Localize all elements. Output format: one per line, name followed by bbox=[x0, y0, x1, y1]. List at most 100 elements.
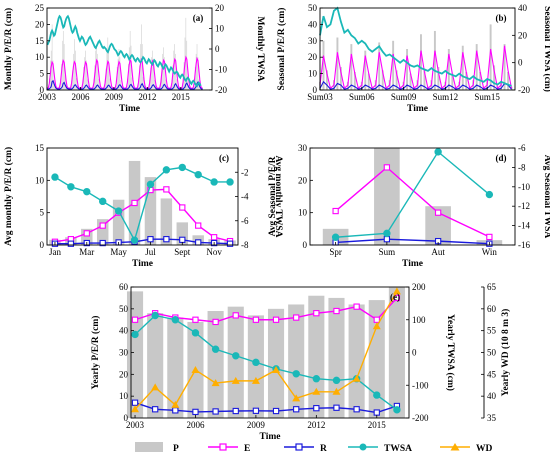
panel-b-bar bbox=[507, 71, 509, 90]
panel-e-x-tick-label: 2015 bbox=[368, 420, 387, 430]
panel-e-bar bbox=[348, 304, 365, 418]
panel-e-point bbox=[212, 318, 219, 326]
panel-e-point bbox=[131, 330, 139, 339]
panel-e-y-tick-label: 50 bbox=[119, 304, 129, 314]
panel-a-bar bbox=[51, 24, 53, 90]
panel-e-point bbox=[152, 406, 159, 413]
panel-a-series-r-line bbox=[47, 79, 203, 90]
panel-e-point bbox=[192, 408, 199, 416]
panel-c-point bbox=[114, 207, 123, 215]
panel-a-bar bbox=[52, 60, 54, 90]
panel-c-point bbox=[179, 204, 186, 211]
panel-c-point bbox=[99, 239, 106, 247]
panel-b-y-tick-label: 40 bbox=[308, 19, 318, 29]
panel-e-y-tick-label: 20 bbox=[119, 369, 129, 379]
panel-a-bar bbox=[187, 76, 188, 90]
panel-a-panel-letter: (a) bbox=[193, 13, 204, 23]
panel-a-y-label: Monthly P/E/R (cm) bbox=[3, 8, 14, 90]
panel-a-series-twsa-line bbox=[46, 14, 202, 88]
panel-d-point bbox=[383, 236, 391, 243]
panel-b-y2-tick-label: 20 bbox=[518, 30, 528, 40]
panel-b-bar bbox=[326, 70, 328, 90]
panel-e-point bbox=[232, 352, 240, 360]
panel-b-bar bbox=[378, 42, 381, 90]
panel-b-bar bbox=[346, 81, 349, 90]
panel-c-point bbox=[99, 222, 106, 229]
panel-e-yearly: 2003 2006 2009 2012 2015 0 10 20 30 40 50 60 -200 -10… bbox=[90, 282, 511, 442]
panel-c-point bbox=[226, 178, 234, 186]
panel-e-y2-tick-label: 100 bbox=[412, 315, 426, 325]
panel-c-point bbox=[51, 173, 59, 181]
panel-b-y2-label: Seasonal TWSA (cm) bbox=[542, 6, 550, 92]
panel-b-bar bbox=[475, 44, 478, 90]
panel-c-y-tick-label: 0 bbox=[40, 240, 45, 250]
panel-d-y-label: Avg Seasonal P/E/R bbox=[268, 156, 278, 236]
panel-d-point bbox=[485, 190, 494, 199]
panel-b-y2-tick-label: 0 bbox=[518, 58, 523, 68]
panel-c-bar bbox=[112, 199, 125, 245]
panel-c-x-tick-label: May bbox=[110, 247, 127, 257]
panel-e-point bbox=[232, 312, 239, 319]
panel-e-point bbox=[293, 314, 300, 321]
panel-b-bar bbox=[489, 24, 492, 90]
panel-b-seasonal: Sum03 Sum06 Sum09 Sum12 Sum15 0 10 20 30 40 50 -20 0… bbox=[276, 3, 550, 114]
panel-b-x-tick-label: Sum03 bbox=[307, 92, 333, 102]
panel-d-point bbox=[434, 209, 442, 216]
panel-d-y2-tick-label: -12 bbox=[518, 201, 530, 211]
panel-b-bar bbox=[367, 73, 370, 90]
panel-e-point bbox=[231, 376, 240, 384]
legend-item-e: E bbox=[208, 443, 250, 454]
panel-e-bar bbox=[368, 300, 385, 418]
panel-a-y2-tick-label: -20 bbox=[215, 85, 227, 95]
panel-b-bar bbox=[392, 40, 395, 90]
panel-d-x-tick-label: Aut bbox=[431, 247, 445, 257]
panel-e-bar bbox=[328, 297, 345, 418]
panel-a-bar bbox=[197, 57, 199, 90]
panel-e-point bbox=[312, 387, 321, 395]
panel-c-point bbox=[67, 183, 75, 191]
panel-a-bar bbox=[117, 58, 119, 90]
panel-b-y-tick-label: 50 bbox=[308, 3, 318, 13]
panel-e-bar bbox=[147, 313, 164, 418]
panel-e-point bbox=[272, 316, 280, 323]
panel-c-point bbox=[83, 230, 90, 237]
panel-c-x-tick-label: Mar bbox=[79, 247, 94, 257]
panel-d-y-tick-label: 10 bbox=[298, 208, 308, 218]
panel-e-y3-tick-label: 50 bbox=[487, 348, 497, 358]
panel-c-point bbox=[67, 240, 75, 247]
panel-e-y3-tick-label: 45 bbox=[487, 369, 497, 379]
panel-a-bar bbox=[97, 53, 98, 90]
panel-e-point bbox=[292, 394, 301, 402]
panel-d-bar bbox=[374, 148, 400, 245]
panel-a-x-tick-label: 2012 bbox=[138, 92, 156, 102]
panel-c-x-tick-label: Jul bbox=[145, 247, 156, 257]
panel-b-bar bbox=[381, 70, 384, 90]
panel-b-series-twsa bbox=[319, 6, 512, 87]
panel-a-bar bbox=[108, 50, 110, 90]
panel-b-bar bbox=[350, 44, 353, 90]
panel-c-point bbox=[226, 240, 234, 247]
panel-e-y-tick-label: 60 bbox=[119, 282, 129, 292]
panel-e-y3-tick-label: 40 bbox=[487, 391, 497, 401]
panel-c-bar bbox=[160, 198, 173, 245]
panel-a-y-tick-label: 10 bbox=[35, 52, 45, 62]
panel-d-point bbox=[331, 233, 340, 241]
panel-c-y2-tick-label: -6 bbox=[241, 216, 249, 226]
panel-c-avg-monthly: Jan Mar May Jul Sept Nov 0 5 10 15 -8 -6 -4 -2 Time Avg… bbox=[3, 143, 283, 269]
legend-item-e-marker bbox=[219, 443, 227, 451]
panel-d-y2-tick-label: -16 bbox=[518, 240, 530, 250]
panel-c-y2-label: Avg monthly TWSA bbox=[273, 156, 283, 238]
panel-b-y2-tick-label: -20 bbox=[518, 85, 530, 95]
panel-a-bar bbox=[75, 78, 77, 90]
panel-c-point bbox=[210, 178, 218, 186]
panel-e-series-r-line bbox=[134, 402, 398, 414]
panel-e-point bbox=[171, 316, 180, 324]
panel-c-series-e bbox=[51, 186, 234, 245]
panel-a-series-r bbox=[47, 79, 203, 90]
panel-e-point bbox=[251, 376, 260, 384]
panel-a-bar bbox=[196, 44, 198, 90]
panel-b-y-label: Seasonal P/E/R (cm) bbox=[276, 8, 287, 91]
panel-c-point bbox=[163, 236, 170, 243]
panel-d-x-tick-label: Spr bbox=[329, 247, 342, 257]
panel-e-point bbox=[352, 374, 361, 382]
